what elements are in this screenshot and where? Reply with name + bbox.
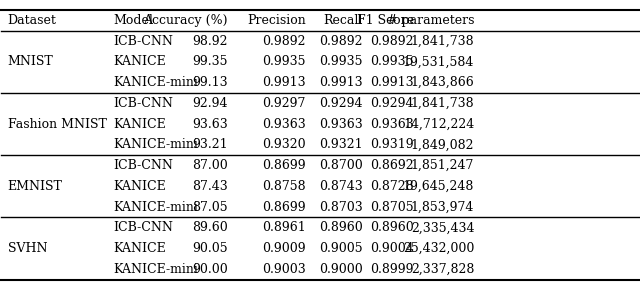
Text: 0.9000: 0.9000 (319, 263, 363, 276)
Text: 0.9913: 0.9913 (319, 76, 363, 89)
Text: 0.9913: 0.9913 (370, 76, 413, 89)
Text: 0.8700: 0.8700 (319, 159, 363, 172)
Text: 0.9892: 0.9892 (319, 35, 363, 48)
Text: 0.8960: 0.8960 (370, 221, 413, 234)
Text: 0.9913: 0.9913 (262, 76, 306, 89)
Text: 93.21: 93.21 (192, 139, 228, 151)
Text: KANICE-mini: KANICE-mini (113, 201, 198, 213)
Text: 0.8703: 0.8703 (319, 201, 363, 213)
Text: 99.13: 99.13 (192, 76, 228, 89)
Text: 1,849,082: 1,849,082 (411, 139, 474, 151)
Text: 92.94: 92.94 (192, 97, 228, 110)
Text: 25,432,000: 25,432,000 (403, 242, 474, 255)
Text: Recall: Recall (323, 14, 363, 27)
Text: 0.8743: 0.8743 (319, 180, 363, 193)
Text: 87.05: 87.05 (192, 201, 228, 213)
Text: 0.9892: 0.9892 (262, 35, 306, 48)
Text: 19,531,584: 19,531,584 (403, 55, 474, 68)
Text: 93.63: 93.63 (192, 118, 228, 131)
Text: KANICE-mini: KANICE-mini (113, 139, 198, 151)
Text: 0.9004: 0.9004 (370, 242, 413, 255)
Text: EMNIST: EMNIST (8, 180, 63, 193)
Text: 0.9935: 0.9935 (370, 55, 413, 68)
Text: # parameters: # parameters (387, 14, 474, 27)
Text: 1,851,247: 1,851,247 (411, 159, 474, 172)
Text: 90.00: 90.00 (192, 263, 228, 276)
Text: 1,841,738: 1,841,738 (411, 97, 474, 110)
Text: Dataset: Dataset (8, 14, 56, 27)
Text: 0.9005: 0.9005 (319, 242, 363, 255)
Text: KANICE-mini: KANICE-mini (113, 263, 198, 276)
Text: 0.9935: 0.9935 (262, 55, 306, 68)
Text: 0.9319: 0.9319 (370, 139, 413, 151)
Text: KANICE: KANICE (113, 118, 166, 131)
Text: 14,712,224: 14,712,224 (403, 118, 474, 131)
Text: 0.9363: 0.9363 (370, 118, 413, 131)
Text: ICB-CNN: ICB-CNN (113, 35, 173, 48)
Text: KANICE: KANICE (113, 55, 166, 68)
Text: 0.9294: 0.9294 (319, 97, 363, 110)
Text: 98.92: 98.92 (192, 35, 228, 48)
Text: 0.9294: 0.9294 (370, 97, 413, 110)
Text: 0.8999: 0.8999 (370, 263, 413, 276)
Text: 0.8699: 0.8699 (262, 159, 306, 172)
Text: 89.60: 89.60 (192, 221, 228, 234)
Text: 19,645,248: 19,645,248 (403, 180, 474, 193)
Text: 1,841,738: 1,841,738 (411, 35, 474, 48)
Text: 1,853,974: 1,853,974 (411, 201, 474, 213)
Text: 0.9363: 0.9363 (262, 118, 306, 131)
Text: Model: Model (113, 14, 153, 27)
Text: 2,337,828: 2,337,828 (411, 263, 474, 276)
Text: KANICE: KANICE (113, 242, 166, 255)
Text: 0.9892: 0.9892 (370, 35, 413, 48)
Text: 0.8960: 0.8960 (319, 221, 363, 234)
Text: 0.9363: 0.9363 (319, 118, 363, 131)
Text: MNIST: MNIST (8, 55, 54, 68)
Text: 90.05: 90.05 (192, 242, 228, 255)
Text: 0.8699: 0.8699 (262, 201, 306, 213)
Text: 2,335,434: 2,335,434 (411, 221, 474, 234)
Text: ICB-CNN: ICB-CNN (113, 97, 173, 110)
Text: Accuracy (%): Accuracy (%) (143, 14, 228, 27)
Text: SVHN: SVHN (8, 242, 47, 255)
Text: 0.9297: 0.9297 (262, 97, 306, 110)
Text: 99.35: 99.35 (192, 55, 228, 68)
Text: 0.9321: 0.9321 (319, 139, 363, 151)
Text: Fashion MNIST: Fashion MNIST (8, 118, 107, 131)
Text: 0.8705: 0.8705 (370, 201, 413, 213)
Text: 1,843,866: 1,843,866 (410, 76, 474, 89)
Text: 0.8961: 0.8961 (262, 221, 306, 234)
Text: 0.8728: 0.8728 (370, 180, 413, 193)
Text: 0.8692: 0.8692 (370, 159, 413, 172)
Text: 0.9003: 0.9003 (262, 263, 306, 276)
Text: 87.43: 87.43 (192, 180, 228, 193)
Text: KANICE: KANICE (113, 180, 166, 193)
Text: 0.8758: 0.8758 (262, 180, 306, 193)
Text: KANICE-mini: KANICE-mini (113, 76, 198, 89)
Text: 0.9935: 0.9935 (319, 55, 363, 68)
Text: 87.00: 87.00 (192, 159, 228, 172)
Text: ICB-CNN: ICB-CNN (113, 221, 173, 234)
Text: F1 Score: F1 Score (356, 14, 413, 27)
Text: 0.9320: 0.9320 (262, 139, 306, 151)
Text: ICB-CNN: ICB-CNN (113, 159, 173, 172)
Text: 0.9009: 0.9009 (262, 242, 306, 255)
Text: Precision: Precision (247, 14, 306, 27)
